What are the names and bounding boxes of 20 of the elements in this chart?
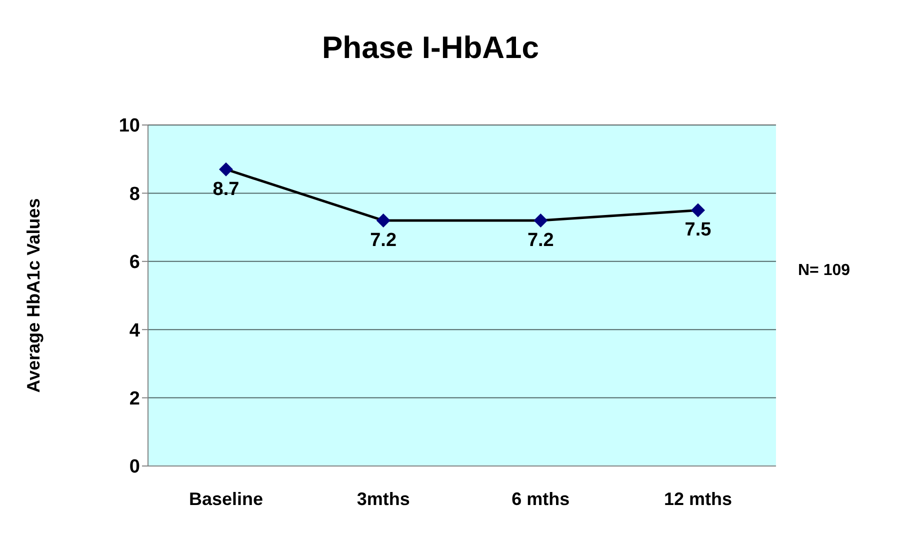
y-axis-title: Average HbA1c Values [23, 198, 44, 393]
text: N= 109 [798, 262, 850, 280]
y-tick-label: 4 [129, 320, 140, 342]
y-tick-label: 6 [129, 252, 140, 274]
x-tick-label: 3mths [356, 488, 410, 509]
y-tick-label: 2 [129, 388, 140, 410]
x-tick-label: Baseline [188, 488, 264, 509]
point [534, 213, 548, 228]
point [376, 213, 390, 228]
y-tick-label: 8 [129, 184, 140, 205]
point [219, 162, 233, 176]
y-tick-label: 0 [129, 456, 140, 478]
data-label: 7.5 [684, 220, 712, 241]
data-label: 7.2 [370, 230, 397, 251]
y-tick-label: 10 [118, 116, 140, 137]
data-label: 7.2 [527, 230, 554, 251]
point [691, 203, 705, 218]
x-tick-label: 12 mths [664, 488, 732, 509]
x-tick-label: 6 mths [512, 488, 570, 509]
chart-title: Phase I-HbA1c [320, 30, 540, 66]
